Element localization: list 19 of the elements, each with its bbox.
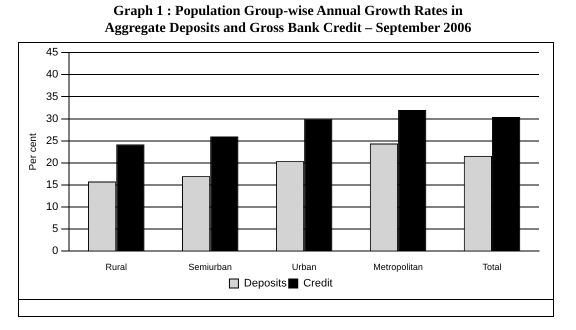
y-axis-title: Per cent xyxy=(28,133,39,171)
y-tick-label: 45 xyxy=(46,46,58,59)
y-tick-label: 30 xyxy=(46,112,58,125)
x-tick-label: Urban xyxy=(292,262,316,272)
y-tick-label: 0 xyxy=(52,245,58,258)
y-tick-label: 25 xyxy=(46,134,58,147)
x-tick-label: Metropolitan xyxy=(373,262,423,272)
y-tick-label: 35 xyxy=(46,90,58,103)
x-tick-label: Rural xyxy=(105,262,127,272)
chart-title: Graph 1 : Population Group-wise Annual Growth Rates in Aggregate Deposits and Gross Bank Credit – September 2006 xyxy=(104,3,472,37)
x-tick-label: Semiurban xyxy=(188,262,232,272)
x-tick-label: Total xyxy=(482,262,502,272)
y-tick-label: 40 xyxy=(46,68,58,81)
y-tick-label: 20 xyxy=(46,156,58,169)
y-tick-label: 10 xyxy=(46,201,58,214)
y-tick-label: 5 xyxy=(52,223,58,236)
legend-label: Deposits xyxy=(244,278,288,290)
y-tick-label: 15 xyxy=(46,179,58,192)
legend-label: Credit xyxy=(303,278,333,290)
